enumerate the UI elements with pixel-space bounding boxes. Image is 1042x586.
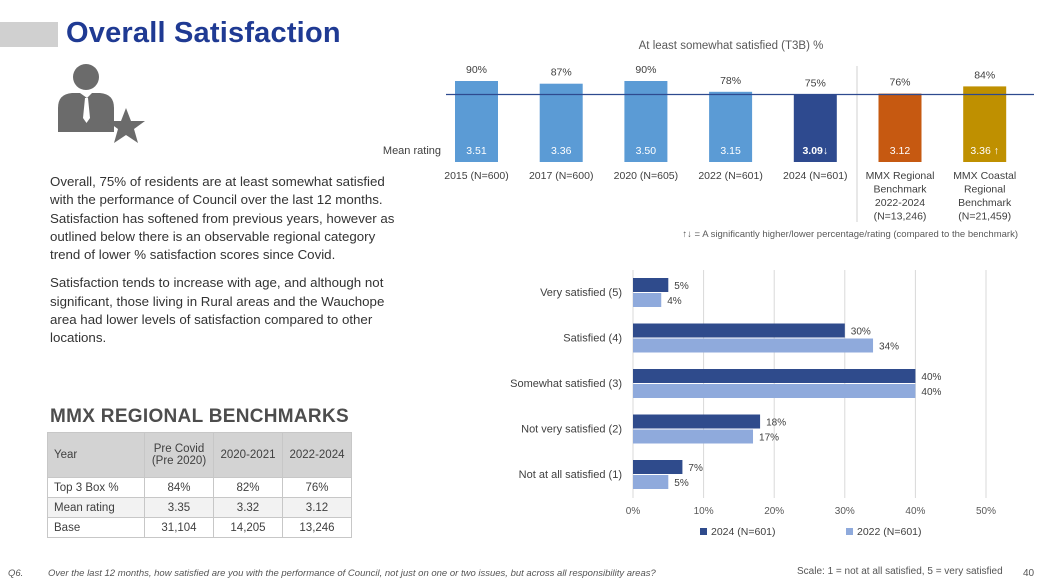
category-label: 2024 (N=601): [783, 170, 848, 182]
mean-rating-label: Mean rating: [383, 145, 441, 157]
footer-question-number: Q6.: [8, 568, 24, 579]
category-label: 2015 (N=600): [444, 170, 509, 182]
mean-rating-value: 3.15: [720, 145, 741, 157]
bar: [633, 293, 662, 307]
bar: [633, 369, 916, 383]
category-label: MMX Regional: [866, 170, 935, 182]
category-label: Satisfied (4): [563, 333, 622, 345]
bar-value-label: 87%: [551, 67, 572, 79]
bar: [633, 384, 916, 398]
category-label: Not very satisfied (2): [521, 424, 622, 436]
legend-swatch: [700, 528, 707, 535]
mean-rating-value: 3.36: [551, 145, 572, 157]
bar: [633, 278, 669, 292]
bar-value-label: 76%: [889, 77, 910, 89]
bar-value-label: 34%: [879, 342, 899, 353]
table-cell: 3.12: [282, 497, 352, 518]
category-label: 2017 (N=600): [529, 170, 594, 182]
footer-scale-note: Scale: 1 = not at all satisfied, 5 = ver…: [797, 566, 1003, 577]
bar-value-label: 18%: [766, 418, 786, 429]
table-row: Base 31,104 14,205 13,246: [47, 517, 352, 538]
bar: [539, 83, 583, 162]
table-cell: 82%: [213, 477, 283, 498]
table-cell: 3.32: [213, 497, 283, 518]
bar: [633, 475, 669, 489]
x-tick-label: 0%: [626, 506, 641, 517]
table-cell: 14,205: [213, 517, 283, 538]
benchmarks-title: MMX REGIONAL BENCHMARKS: [50, 406, 349, 427]
bar: [633, 460, 683, 474]
bar-value-label: 17%: [759, 433, 779, 444]
significance-note: ↑↓ = A significantly higher/lower percen…: [682, 229, 1018, 240]
table-header-cell: 2022-2024: [282, 432, 352, 478]
bar-value-label: 5%: [674, 478, 689, 489]
category-label: 2020 (N=605): [614, 170, 679, 182]
x-tick-label: 20%: [764, 506, 784, 517]
category-label: Benchmark: [958, 197, 1012, 209]
mean-rating-value: 3.51: [466, 145, 487, 157]
summary-paragraph-2: Satisfaction tends to increase with age,…: [50, 275, 385, 346]
x-tick-label: 30%: [835, 506, 855, 517]
bar-value-label: 40%: [921, 372, 941, 383]
x-tick-label: 40%: [905, 506, 925, 517]
page-title: Overall Satisfaction: [66, 17, 341, 49]
bar-value-label: 40%: [921, 387, 941, 398]
bar-value-label: 5%: [674, 281, 689, 292]
summary-paragraph-1: Overall, 75% of residents are at least s…: [50, 174, 395, 263]
table-cell: 31,104: [144, 517, 214, 538]
category-label: Very satisfied (5): [540, 287, 622, 299]
bar-value-label: 84%: [974, 69, 995, 81]
category-label: Not at all satisfied (1): [519, 469, 622, 481]
legend-label: 2024 (N=601): [711, 526, 776, 538]
bar: [793, 94, 837, 162]
bar-value-label: 90%: [466, 64, 487, 76]
category-label: (N=21,459): [958, 211, 1011, 223]
bar: [633, 338, 874, 353]
mean-rating-value: 3.09↓: [802, 145, 828, 157]
legend-label: 2022 (N=601): [857, 526, 922, 538]
bar: [963, 86, 1007, 162]
category-label: Somewhat satisfied (3): [510, 378, 622, 390]
bar: [633, 323, 845, 338]
bar-value-label: 78%: [720, 75, 741, 87]
bar-value-label: 4%: [667, 296, 682, 307]
table-header-cell: Pre Covid (Pre 2020): [144, 432, 214, 478]
mean-rating-value: 3.50: [636, 145, 657, 157]
x-tick-label: 10%: [694, 506, 714, 517]
person-star-icon: [58, 64, 145, 143]
bar: [633, 414, 761, 429]
x-tick-label: 50%: [976, 506, 996, 517]
title-accent-bar: [0, 22, 58, 47]
bar: [633, 429, 754, 444]
category-label: 2022-2024: [875, 197, 925, 209]
summary-text: Overall, 75% of residents are at least s…: [50, 173, 400, 358]
category-label: MMX Coastal: [953, 170, 1016, 182]
benchmarks-table: Year Pre Covid (Pre 2020) 2020-2021 2022…: [47, 432, 352, 538]
bar: [709, 91, 753, 162]
category-label: 2022 (N=601): [698, 170, 763, 182]
page-number: 40: [1023, 568, 1035, 579]
bar-value-label: 30%: [851, 327, 871, 338]
table-header-cell: Year: [47, 432, 145, 478]
category-label: (N=13,246): [874, 211, 927, 223]
legend-swatch: [846, 528, 853, 535]
bar-value-label: 75%: [805, 78, 826, 90]
table-header-cell: 2020-2021: [213, 432, 283, 478]
mean-rating-value: 3.36 ↑: [970, 145, 999, 157]
table-header-row: Year Pre Covid (Pre 2020) 2020-2021 2022…: [47, 432, 352, 478]
bar-value-label: 7%: [688, 463, 703, 474]
category-label: Regional: [964, 184, 1005, 196]
bar-value-label: 90%: [635, 64, 656, 76]
chart-title: At least somewhat satisfied (T3B) %: [639, 40, 824, 52]
footer-question-text: Over the last 12 months, how satisfied a…: [48, 568, 656, 579]
category-label: Benchmark: [873, 184, 927, 196]
table-cell: 13,246: [282, 517, 352, 538]
mean-rating-value: 3.12: [890, 145, 911, 157]
bar: [878, 93, 922, 162]
table-cell: Mean rating: [47, 497, 145, 518]
